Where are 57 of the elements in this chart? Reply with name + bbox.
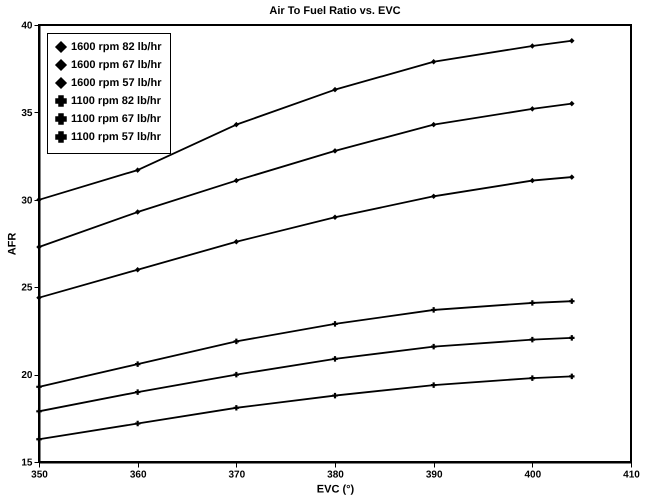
x-tick-label: 350 bbox=[31, 470, 48, 480]
point bbox=[430, 194, 436, 200]
point bbox=[569, 100, 575, 106]
legend-label: 1100 rpm 82 lb/hr bbox=[71, 95, 162, 107]
point bbox=[430, 58, 436, 64]
x-tick-label: 400 bbox=[524, 470, 542, 480]
point bbox=[569, 38, 575, 44]
point bbox=[36, 384, 42, 390]
chart-title: Air To Fuel Ratio vs. EVC bbox=[269, 5, 401, 17]
legend-label: 1600 rpm 67 lb/hr bbox=[71, 59, 162, 71]
point bbox=[234, 372, 240, 378]
x-tick-label: 380 bbox=[327, 470, 344, 480]
point bbox=[234, 405, 240, 411]
point bbox=[234, 239, 240, 244]
point bbox=[36, 408, 42, 414]
x-tick-label: 390 bbox=[426, 470, 443, 480]
point bbox=[569, 174, 575, 180]
y-axis-title: AFR bbox=[6, 232, 18, 256]
y-tick-label: 30 bbox=[21, 195, 33, 206]
point bbox=[530, 106, 536, 112]
point bbox=[332, 86, 338, 92]
point bbox=[134, 167, 140, 173]
point bbox=[36, 436, 42, 442]
x-tick-label: 410 bbox=[623, 470, 640, 480]
legend-label: 1600 rpm 82 lb/hr bbox=[71, 41, 162, 53]
point bbox=[134, 420, 140, 426]
point bbox=[234, 122, 240, 128]
legend-label: 1100 rpm 57 lb/hr bbox=[71, 131, 162, 143]
point bbox=[530, 375, 536, 381]
point bbox=[430, 307, 436, 313]
point bbox=[134, 389, 140, 395]
point bbox=[530, 178, 536, 184]
point bbox=[134, 209, 140, 215]
y-tick-label: 20 bbox=[21, 370, 33, 382]
y-tick-label: 15 bbox=[21, 458, 33, 468]
point bbox=[234, 338, 240, 344]
point bbox=[430, 122, 436, 128]
point bbox=[569, 298, 575, 304]
x-tick-label: 370 bbox=[228, 470, 246, 480]
y-tick-label: 35 bbox=[21, 108, 33, 119]
y-tick-label: 25 bbox=[21, 282, 33, 294]
x-tick-label: 360 bbox=[130, 470, 147, 480]
point bbox=[430, 382, 436, 388]
y-tick-label: 40 bbox=[21, 20, 33, 32]
point bbox=[234, 178, 240, 184]
point bbox=[430, 344, 436, 350]
point bbox=[134, 266, 140, 272]
legend-label: 1100 rpm 67 lb/hr bbox=[71, 113, 162, 125]
point bbox=[569, 374, 575, 380]
point bbox=[569, 335, 575, 341]
x-axis-title: EVC (°) bbox=[316, 484, 355, 496]
point bbox=[134, 361, 140, 367]
point bbox=[332, 214, 338, 220]
point bbox=[530, 336, 536, 342]
point bbox=[530, 300, 536, 306]
point bbox=[332, 148, 338, 154]
legend-label: 1600 rpm 57 lb/hr bbox=[71, 77, 162, 89]
